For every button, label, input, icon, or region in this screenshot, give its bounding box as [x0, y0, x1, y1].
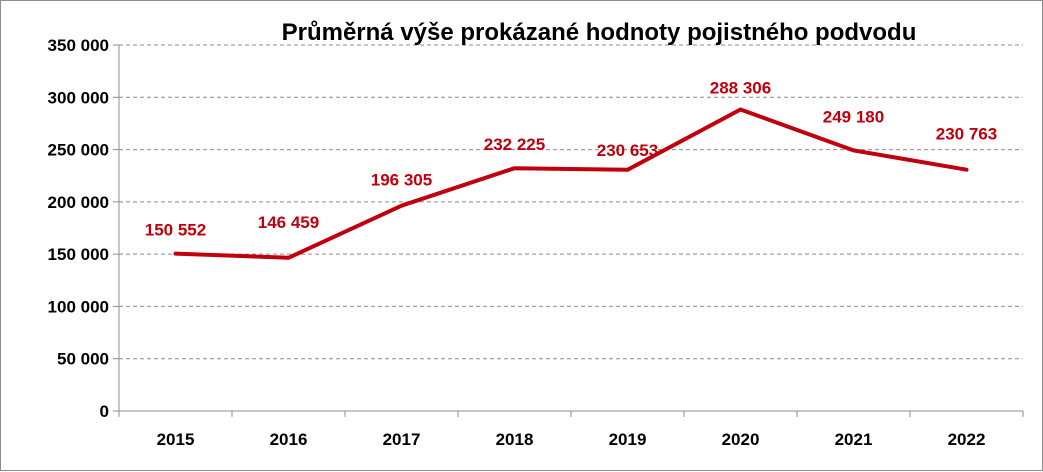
data-label: 196 305: [371, 171, 432, 190]
gridlines: [119, 45, 1023, 359]
axes: [113, 45, 1023, 417]
y-tick-label: 300 000: [48, 88, 109, 107]
y-tick-label: 350 000: [48, 36, 109, 55]
y-tick-label: 100 000: [48, 297, 109, 316]
x-tick-label: 2017: [383, 430, 421, 449]
y-tick-label: 150 000: [48, 245, 109, 264]
chart-title: Průměrná výše prokázané hodnoty pojistné…: [282, 19, 917, 46]
series-line: [176, 110, 967, 258]
data-label: 146 459: [258, 213, 319, 232]
x-tick-label: 2022: [948, 430, 986, 449]
series-line-layer: [175, 110, 966, 258]
data-label: 230 653: [597, 141, 658, 160]
x-tick-label: 2016: [270, 430, 308, 449]
y-axis-ticks: 0 50 000 100 000 150 000 200 000 250 000 300 0…: [48, 36, 109, 421]
x-tick-label: 2015: [157, 430, 195, 449]
data-label: 230 763: [936, 125, 997, 144]
data-labels: 150 552 146 459 196 305 232 225 230 653 288 3…: [145, 79, 997, 240]
x-tick-label: 2020: [722, 430, 760, 449]
y-tick-label: 0: [100, 402, 109, 421]
x-tick-label: 2019: [609, 430, 647, 449]
y-tick-label: 200 000: [48, 193, 109, 212]
data-label: 150 552: [145, 221, 206, 240]
data-label: 249 180: [823, 107, 884, 126]
data-label: 288 306: [710, 79, 771, 98]
data-label: 232 225: [484, 135, 545, 154]
x-tick-label: 2018: [496, 430, 534, 449]
y-tick-label: 50 000: [57, 350, 109, 369]
x-axis-ticks: 2015 2016 2017 2018 2019 2020 2021 2022: [157, 430, 986, 449]
y-tick-label: 250 000: [48, 141, 109, 160]
x-tick-label: 2021: [835, 430, 873, 449]
